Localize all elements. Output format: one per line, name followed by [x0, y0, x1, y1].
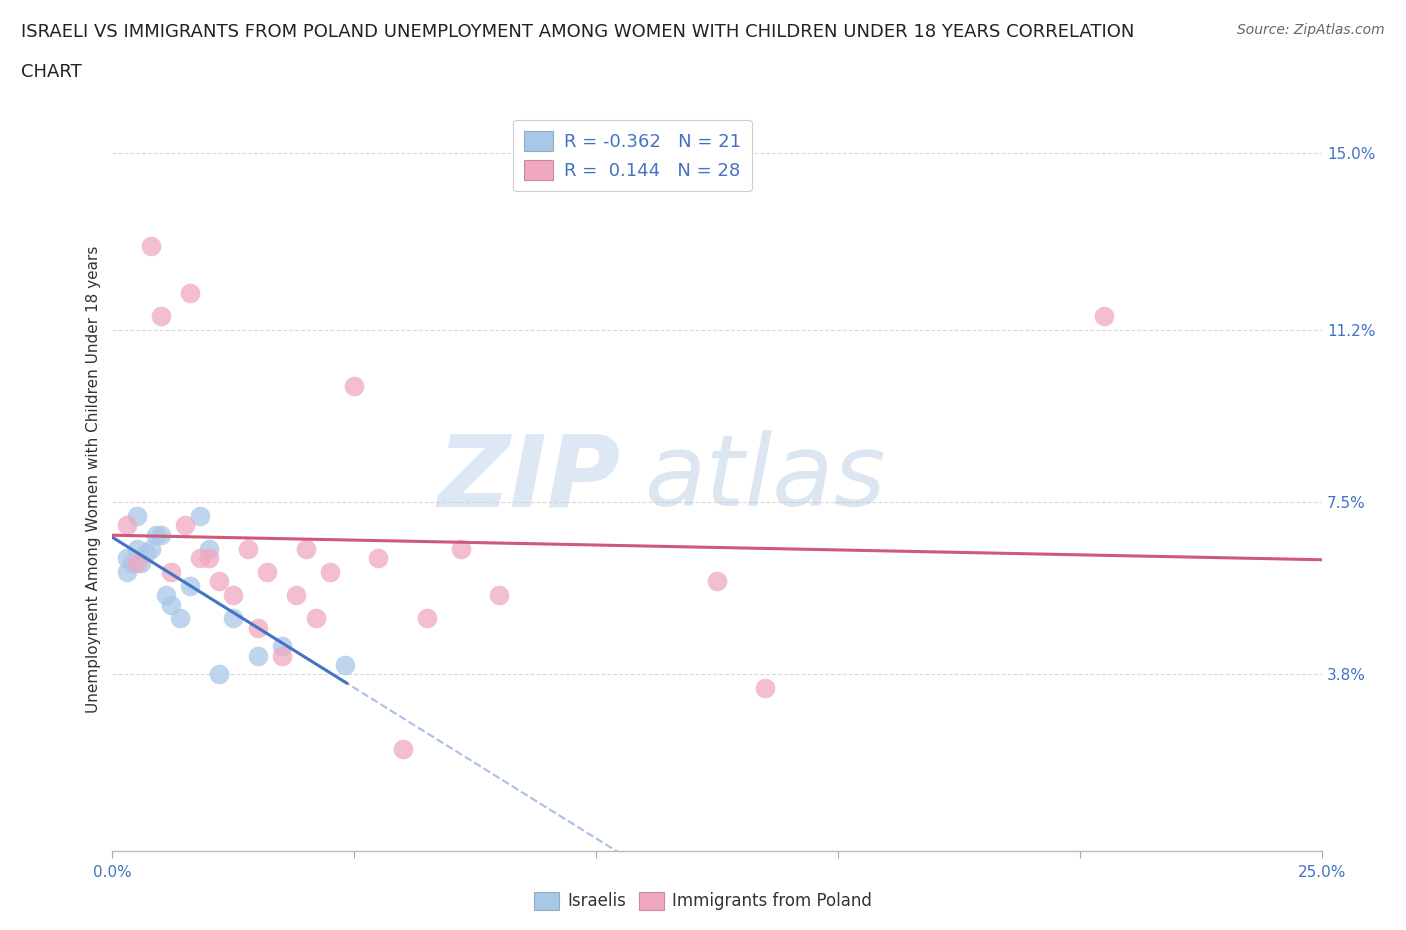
Legend: R = -0.362   N = 21, R =  0.144   N = 28: R = -0.362 N = 21, R = 0.144 N = 28	[513, 120, 752, 192]
Point	[149, 309, 172, 324]
Point	[188, 509, 211, 524]
Point	[222, 611, 245, 626]
Point	[295, 541, 318, 556]
Point	[179, 578, 201, 593]
Point	[125, 541, 148, 556]
Point	[155, 588, 177, 603]
Point	[131, 555, 153, 570]
Point	[159, 597, 181, 612]
Point	[488, 588, 510, 603]
Point	[270, 639, 292, 654]
Point	[145, 527, 167, 542]
Point	[754, 681, 776, 696]
Point	[304, 611, 326, 626]
Point	[125, 555, 148, 570]
Point	[169, 611, 191, 626]
Point	[333, 658, 356, 672]
Point	[121, 555, 143, 570]
Point	[188, 551, 211, 565]
Point	[319, 565, 342, 579]
Point	[125, 509, 148, 524]
Text: ZIP: ZIP	[437, 431, 620, 527]
Point	[159, 565, 181, 579]
Point	[1092, 309, 1115, 324]
Point	[115, 518, 138, 533]
Point	[174, 518, 197, 533]
Point	[198, 551, 221, 565]
Point	[246, 620, 269, 635]
Text: Source: ZipAtlas.com: Source: ZipAtlas.com	[1237, 23, 1385, 37]
Y-axis label: Unemployment Among Women with Children Under 18 years: Unemployment Among Women with Children U…	[86, 246, 101, 712]
Text: ISRAELI VS IMMIGRANTS FROM POLAND UNEMPLOYMENT AMONG WOMEN WITH CHILDREN UNDER 1: ISRAELI VS IMMIGRANTS FROM POLAND UNEMPL…	[21, 23, 1135, 41]
Point	[450, 541, 472, 556]
Point	[256, 565, 278, 579]
Point	[367, 551, 389, 565]
Text: CHART: CHART	[21, 63, 82, 81]
Point	[236, 541, 259, 556]
Point	[208, 667, 231, 682]
Point	[141, 239, 163, 254]
Point	[208, 574, 231, 589]
Point	[115, 565, 138, 579]
Point	[285, 588, 308, 603]
Point	[115, 551, 138, 565]
Legend: Israelis, Immigrants from Poland: Israelis, Immigrants from Poland	[527, 885, 879, 917]
Point	[141, 541, 163, 556]
Point	[179, 286, 201, 300]
Point	[246, 648, 269, 663]
Point	[198, 541, 221, 556]
Point	[149, 527, 172, 542]
Point	[135, 546, 157, 561]
Text: atlas: atlas	[644, 431, 886, 527]
Point	[391, 741, 413, 756]
Point	[416, 611, 439, 626]
Point	[270, 648, 292, 663]
Point	[343, 379, 366, 393]
Point	[706, 574, 728, 589]
Point	[222, 588, 245, 603]
